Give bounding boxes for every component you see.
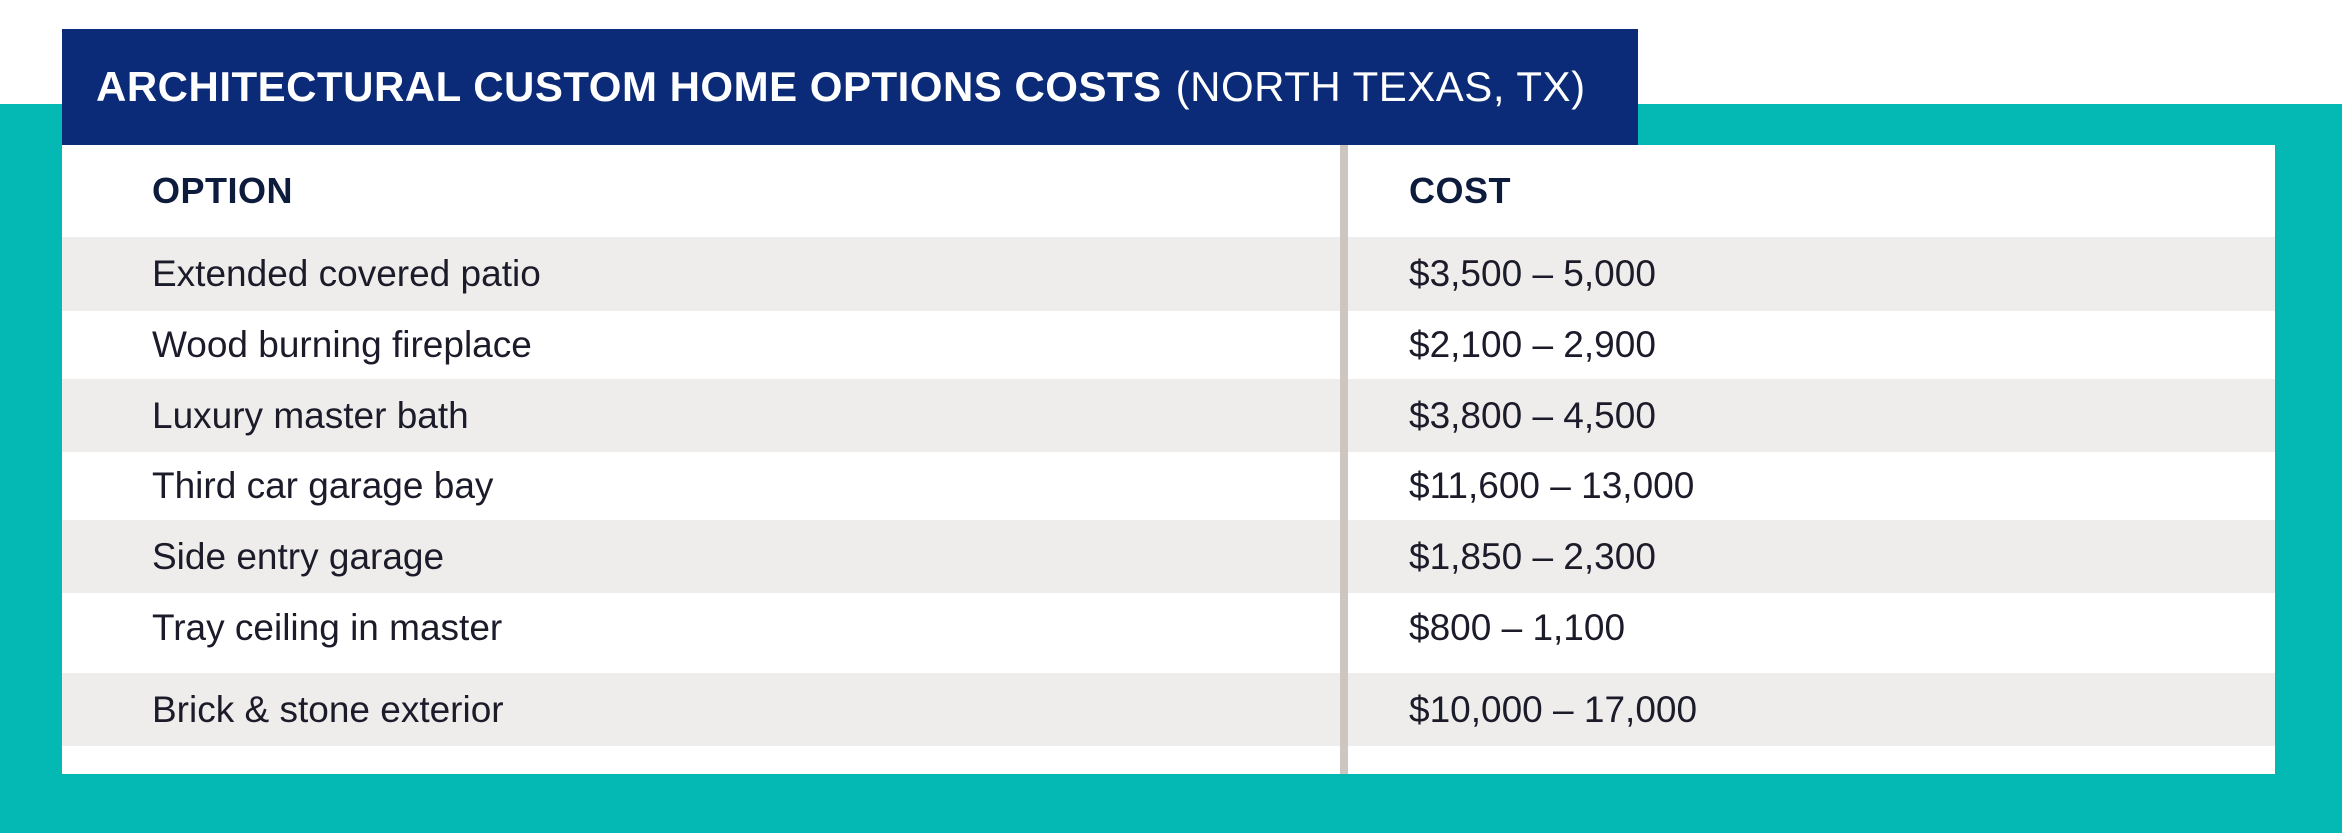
option-cell: Third car garage bay: [152, 465, 494, 506]
table-row: Side entry garage $1,850 – 2,300: [62, 520, 2275, 593]
table-subtitle: (NORTH TEXAS, TX): [1175, 63, 1586, 110]
header-option: OPTION: [152, 170, 294, 211]
option-cell: Extended covered patio: [152, 253, 541, 294]
table-title-banner: ARCHITECTURAL CUSTOM HOME OPTIONS COSTS …: [62, 29, 1638, 145]
table-header-row: OPTION COST: [62, 145, 2275, 237]
header-cost: COST: [1409, 170, 1512, 211]
column-divider: [1340, 145, 1348, 774]
table-row: Wood burning fireplace $2,100 – 2,900: [62, 311, 2275, 379]
table-title: ARCHITECTURAL CUSTOM HOME OPTIONS COSTS: [96, 63, 1162, 110]
option-cell: Luxury master bath: [152, 394, 469, 436]
option-cell: Side entry garage: [152, 535, 445, 577]
table-row: Brick & stone exterior $10,000 – 17,000: [62, 673, 2275, 746]
table-row: Tray ceiling in master $800 – 1,100: [62, 593, 2275, 673]
table-row: Third car garage bay $11,600 – 13,000: [62, 452, 2275, 520]
option-cell: Tray ceiling in master: [152, 607, 503, 648]
cost-cell: $10,000 – 17,000: [1409, 688, 1698, 730]
table-row: Luxury master bath $3,800 – 4,500: [62, 379, 2275, 452]
cost-cell: $800 – 1,100: [1409, 607, 1626, 648]
table-row: Extended covered patio $3,500 – 5,000: [62, 237, 2275, 311]
option-cell: Brick & stone exterior: [152, 688, 504, 730]
cost-cell: $3,800 – 4,500: [1409, 394, 1656, 436]
option-cell: Wood burning fireplace: [152, 324, 532, 365]
cost-cell: $1,850 – 2,300: [1409, 535, 1656, 577]
cost-cell: $2,100 – 2,900: [1409, 324, 1656, 365]
cost-cell: $3,500 – 5,000: [1409, 253, 1656, 294]
cost-cell: $11,600 – 13,000: [1409, 465, 1695, 506]
cost-table: OPTION COST Extended covered patio $3,50…: [62, 145, 2275, 774]
